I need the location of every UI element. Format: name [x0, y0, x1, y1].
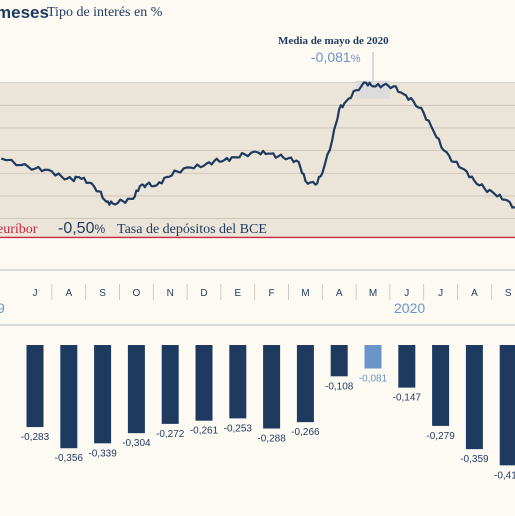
bar — [364, 345, 382, 369]
bar-data-label: -0,359 — [460, 454, 489, 465]
x-axis: JASONDEFMAMJJASO — [0, 269, 515, 326]
x-tick-label: J — [33, 288, 38, 299]
bar-data-label: -0,356 — [55, 453, 84, 464]
x-tick-label: M — [301, 288, 309, 299]
bar — [195, 345, 213, 421]
chart-title: meses — [0, 3, 49, 22]
annotation-title: Media de mayo de 2020 — [278, 35, 389, 47]
bar-data-label: -0,253 — [224, 423, 253, 434]
x-tick-label: F — [269, 288, 275, 299]
annotation-box — [356, 52, 390, 99]
bar-data-label: -0,108 — [325, 381, 354, 392]
ecb-label: Tasa de depósitos del BCE — [117, 222, 267, 237]
annotation-unit: % — [350, 53, 361, 65]
bar-data-label: -0,266 — [291, 427, 320, 438]
annotation-highlight-box — [356, 80, 390, 99]
x-tick-label: A — [471, 288, 478, 299]
x-tick-label: A — [65, 288, 72, 299]
bar-data-label: -0,415 — [494, 470, 515, 481]
x-tick-label: D — [200, 288, 207, 299]
bar-data-label: -0,272 — [156, 429, 185, 440]
x-tick-label: J — [404, 288, 409, 299]
bar — [94, 345, 112, 444]
bar-data-label: -0,288 — [257, 434, 286, 445]
bar — [465, 345, 483, 450]
x-tick-label: M — [369, 288, 377, 299]
x-tick-label: N — [167, 288, 174, 299]
ecb-value: -0,50% — [58, 220, 105, 238]
x-tick-label: S — [99, 288, 106, 299]
annotation-value: -0,081% — [311, 49, 360, 65]
bar — [499, 345, 515, 466]
gridlines — [0, 82, 515, 219]
x-tick-label: S — [505, 288, 512, 299]
bar-data-labels: -0,283 -0,356 -0,339 -0,304 -0,272 -0,261 -0,2… — [21, 373, 515, 481]
bar — [26, 345, 44, 428]
bar-data-label: -0,261 — [190, 426, 219, 437]
bar-data-label: -0,339 — [88, 448, 117, 459]
ecb-number: -0,50 — [58, 220, 95, 237]
bar — [398, 345, 416, 388]
bar — [296, 345, 314, 423]
euribor-line — [0, 81, 515, 209]
ecb-unit: % — [94, 222, 106, 236]
bar-data-label: -0,304 — [122, 438, 151, 449]
x-tick-label: O — [133, 288, 141, 299]
bar — [161, 345, 179, 424]
bar-series — [26, 345, 515, 466]
bar — [127, 345, 145, 434]
bar-data-label: -0,081 — [359, 373, 388, 384]
line-series — [0, 81, 515, 209]
euribor-label: eurí­bor — [0, 222, 38, 237]
bar — [263, 345, 281, 429]
bar-data-label: -0,279 — [426, 431, 455, 442]
bar — [432, 345, 450, 426]
bar — [229, 345, 247, 419]
chart-background-band — [0, 82, 515, 238]
bar-data-label: -0,283 — [21, 432, 50, 443]
x-tick-label: J — [438, 288, 443, 299]
year-label-left: 9 — [0, 300, 5, 316]
bar-data-label: -0,147 — [393, 393, 422, 404]
bar — [60, 345, 78, 449]
chart-subtitle: Tipo de interés en % — [47, 5, 163, 20]
band-rect — [0, 82, 515, 238]
year-label-2020: 2020 — [394, 300, 426, 316]
bar — [330, 345, 348, 377]
x-tick-label: A — [336, 288, 343, 299]
annotation-number: -0,081 — [311, 49, 351, 65]
x-tick-label: E — [234, 288, 241, 299]
